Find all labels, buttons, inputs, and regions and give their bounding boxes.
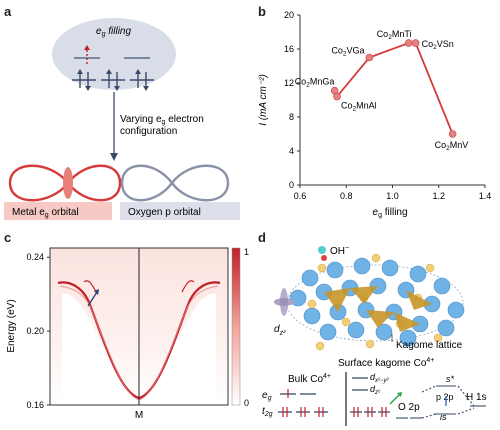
chart-b-point xyxy=(411,39,420,47)
chart-b-xlabel: eg filling xyxy=(373,207,408,219)
metal-orbital-torus xyxy=(63,167,73,199)
dz2-level-label: dz² xyxy=(370,384,381,396)
oxygen-p-orbital xyxy=(120,164,230,202)
chart-b-xtick-label: 1.2 xyxy=(432,191,445,201)
oxygen-label-box xyxy=(120,202,240,220)
panel-label-d: d xyxy=(258,230,266,245)
t2g-electrons xyxy=(72,72,154,88)
chart-b-point-label: Co2VGa xyxy=(331,46,364,58)
chart-b-ticks: 0.6 0.8 1.0 1.2 1.4 0 4 8 12 16 20 xyxy=(284,10,491,201)
chart-b-axes xyxy=(299,15,485,186)
panel-c-chart: 0.24 0.20 0.16 M Energy (eV) 1 0 xyxy=(6,247,249,421)
chart-c-colorbar-max: 1 xyxy=(244,247,249,257)
chart-c-xtick-m: M xyxy=(135,410,143,421)
is-label: is xyxy=(440,412,447,422)
eg-filling-cloud xyxy=(52,18,176,90)
chart-b-ytick-label: 20 xyxy=(284,10,294,20)
panel-label-b: b xyxy=(258,4,266,19)
t2g-level-label: t2g xyxy=(262,406,273,418)
dashed-electron-arrowhead xyxy=(84,45,90,50)
chart-b-point xyxy=(404,39,413,47)
chart-c-feature-left xyxy=(83,280,97,293)
chart-b-point-label: Co2MnTi xyxy=(377,29,412,41)
oh-label: OH− xyxy=(330,245,349,257)
eg-level-label: eg xyxy=(262,390,272,402)
panel-a-diagram: eg filling Varying eg electron configura… xyxy=(4,18,240,220)
o2p-label: O 2p xyxy=(398,402,420,413)
chart-b-point-label: Co2MnGa xyxy=(295,77,335,89)
co-atoms xyxy=(289,257,465,347)
dx2y2-label: dx²−y² xyxy=(370,372,390,384)
chart-c-yticks: 0.24 0.20 0.16 xyxy=(26,252,50,410)
configuration-arrowhead xyxy=(110,153,118,161)
chart-b-ylabel: I (mA cm⁻²) xyxy=(258,74,269,126)
orbital-correlation-lines xyxy=(421,385,475,419)
surface-green-arrow xyxy=(389,393,401,405)
chart-b-xtick-label: 1.4 xyxy=(479,191,492,201)
chart-c-ytick-label: 0.20 xyxy=(26,326,44,336)
arrow-text-line2: configuration xyxy=(120,126,177,137)
oxygen-label: Oxygen p orbital xyxy=(128,207,201,218)
sstar-label: s* xyxy=(446,374,455,384)
chart-c-gap-region xyxy=(62,293,216,404)
chart-b-point xyxy=(333,92,341,101)
chart-b-xtick-label: 0.6 xyxy=(294,191,307,201)
chart-b-xtick-label: 1.0 xyxy=(386,191,399,201)
chart-b-xtick-label: 0.8 xyxy=(340,191,353,201)
chart-b-ytick-label: 0 xyxy=(289,180,294,190)
chart-c-colorbar xyxy=(231,247,241,406)
surface-electrons xyxy=(353,407,387,417)
panel-d-diagram: OH− dz² Kagome lattice Surface kagome Co… xyxy=(262,245,487,426)
surface-title: Surface kagome Co4+ xyxy=(338,357,434,369)
chart-b-point-label: Co2MnV xyxy=(435,140,469,152)
surface-levels xyxy=(350,377,390,413)
bulk-label: Bulk Co4+ xyxy=(288,373,331,385)
chart-c-colorbar-min: 0 xyxy=(244,398,249,408)
chart-c-arrow xyxy=(87,291,98,307)
oh-h-atom xyxy=(321,255,327,261)
chart-c-ytick-label: 0.24 xyxy=(26,252,44,262)
surface-green-arrowhead xyxy=(397,392,402,397)
p2p-label: p 2p xyxy=(436,392,454,402)
arrow-text-line1: Varying eg electron xyxy=(120,114,204,126)
chart-c-feature-right xyxy=(181,280,195,293)
h1s-label: H 1s xyxy=(466,392,487,403)
metal-label-box xyxy=(4,202,112,220)
dz2-orbital-axis xyxy=(280,288,288,316)
chart-b-ytick-label: 8 xyxy=(289,112,294,122)
dz2-label: dz² xyxy=(274,324,286,337)
chart-b-point-label: Co2MnAl xyxy=(341,101,377,113)
chart-b-point-label: Co2VSn xyxy=(422,39,454,51)
chart-b-points: Co2MnGa Co2MnAl Co2VGa Co2MnTi Co2VSn Co2MnV xyxy=(295,29,469,152)
chart-c-ytick-label: 0.16 xyxy=(26,400,44,410)
chart-c-ylabel: Energy (eV) xyxy=(6,299,17,352)
chart-c-arrowhead xyxy=(94,289,99,295)
chart-b-ytick-label: 4 xyxy=(289,146,294,156)
co-o-triangles xyxy=(324,286,432,332)
oh-atom xyxy=(318,246,326,254)
bulk-levels xyxy=(278,393,328,413)
kagome-lattice xyxy=(274,246,465,351)
eg-filling-label: eg filling xyxy=(96,26,131,38)
chart-b-ytick-label: 12 xyxy=(284,78,294,88)
bulk-electrons xyxy=(282,389,324,417)
kagome-label: Kagome lattice xyxy=(396,340,463,351)
panel-label-a: a xyxy=(4,4,12,19)
chart-b-series-line xyxy=(336,42,454,135)
chart-b-point xyxy=(365,53,374,62)
panel-label-c: c xyxy=(4,230,12,245)
chart-b-point xyxy=(448,130,457,138)
metal-label: Metal eg orbital xyxy=(12,207,79,219)
chart-b-ytick-label: 16 xyxy=(284,44,294,54)
